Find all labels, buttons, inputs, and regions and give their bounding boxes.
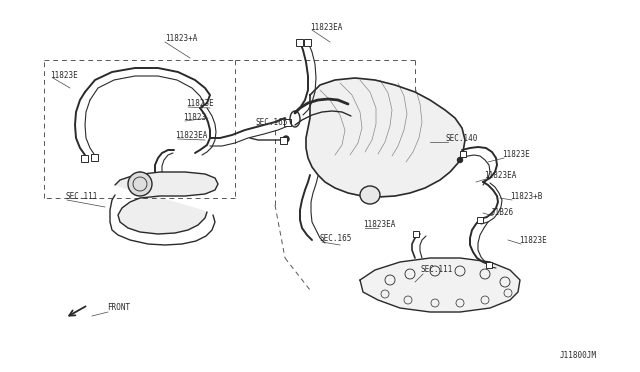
Text: 11823+B: 11823+B <box>510 192 542 201</box>
Bar <box>460 151 466 157</box>
Text: 11823E: 11823E <box>502 150 530 158</box>
Text: SEC.111: SEC.111 <box>65 192 97 201</box>
Bar <box>486 262 492 268</box>
Text: 11823E: 11823E <box>519 235 547 244</box>
Text: SEC.165: SEC.165 <box>255 118 287 126</box>
Circle shape <box>128 172 152 196</box>
Bar <box>90 154 97 160</box>
Bar <box>413 231 419 237</box>
Bar <box>285 119 291 125</box>
Ellipse shape <box>360 186 380 204</box>
Text: 11823E: 11823E <box>50 71 77 80</box>
Bar <box>280 137 287 144</box>
Text: J1B26: J1B26 <box>491 208 514 217</box>
Text: 11823EA: 11823EA <box>484 170 516 180</box>
Polygon shape <box>360 258 520 312</box>
Text: SEC.140: SEC.140 <box>446 134 478 142</box>
Circle shape <box>283 136 289 142</box>
Text: 11823EA: 11823EA <box>363 219 396 228</box>
Text: 11823+A: 11823+A <box>165 33 197 42</box>
Bar <box>477 217 483 223</box>
Circle shape <box>458 157 463 163</box>
Bar <box>305 38 312 45</box>
Bar <box>81 154 88 161</box>
Text: 11823E: 11823E <box>186 99 214 108</box>
Text: 11823EA: 11823EA <box>175 131 207 140</box>
Text: J11800JM: J11800JM <box>560 350 597 359</box>
Text: 11823EA: 11823EA <box>310 22 342 32</box>
Text: 11823: 11823 <box>183 112 206 122</box>
Polygon shape <box>115 172 218 234</box>
Polygon shape <box>306 78 465 197</box>
Bar <box>296 38 303 45</box>
Text: SEC.111: SEC.111 <box>421 266 453 275</box>
Text: SEC.165: SEC.165 <box>320 234 353 243</box>
Text: FRONT: FRONT <box>107 304 130 312</box>
